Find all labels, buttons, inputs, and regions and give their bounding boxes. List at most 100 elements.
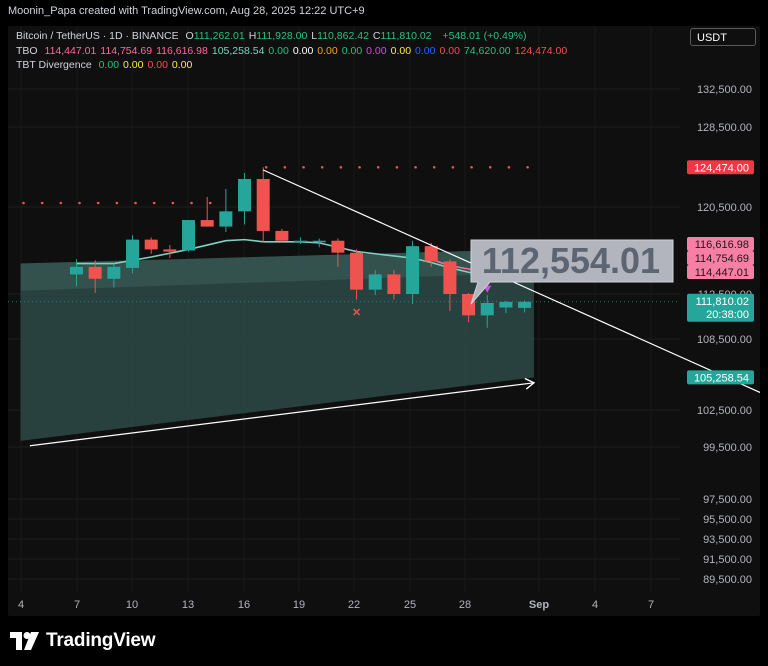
ichimoku-cloud [20, 249, 534, 441]
resistance-dot [283, 165, 287, 169]
ohlc-label-c: C [372, 30, 381, 42]
divergence-values: 0.00 0.00 0.00 0.00 [99, 59, 197, 71]
tbo-value: 114,754.69 [100, 45, 153, 57]
resistance-dot [358, 165, 361, 169]
x-tick-label: 4 [18, 599, 24, 611]
price-axis-label: 116,616.98 [695, 239, 749, 251]
price-callout: 112,554.01 [470, 239, 674, 305]
ohlc-label-h: H [248, 30, 257, 42]
divergence-value: 0.00 [171, 59, 193, 71]
divergence-value: 0.00 [123, 59, 144, 71]
y-tick-label: 108,500.00 [697, 334, 752, 346]
x-tick-label: 7 [74, 599, 80, 611]
callout-price: 112,554.01 [482, 240, 660, 281]
x-tick-label: 7 [648, 599, 654, 611]
resistance-dot [208, 201, 212, 205]
candle-down [88, 266, 102, 279]
price-axis-label-bg [687, 251, 754, 265]
candle-down [144, 239, 158, 250]
candle-down [443, 261, 457, 294]
tbo-value: 114,447.01 [44, 45, 97, 57]
sell-signal-cross [353, 308, 361, 316]
tradingview-logo-icon [10, 632, 39, 650]
candle-up [182, 220, 196, 251]
divergence-legend[interactable]: TBT Divergence 0.00 0.00 0.00 0.00 [16, 59, 200, 71]
tbo-name[interactable]: TBO [16, 45, 38, 57]
change-value: +548.01 (+0.49%) [442, 30, 527, 42]
candle-up [368, 274, 382, 290]
candle-up [406, 246, 420, 294]
resistance-dot [526, 165, 529, 169]
y-tick-label: 91,500.00 [703, 554, 752, 566]
currency-button[interactable]: USDT [690, 28, 756, 46]
candle-down [424, 246, 438, 262]
x-tick-label: 22 [348, 599, 360, 611]
ascending-trendline [29, 382, 534, 447]
tbo-value: 0.00 [415, 45, 436, 57]
chart-panel[interactable]: 112,554.01 132,500.00 128,500.00 120,500.00… [8, 26, 760, 616]
price-axis-label: 124,474.00 [694, 162, 749, 174]
price-axis-label-bg [687, 265, 754, 279]
candle-up [126, 239, 140, 268]
divergence-name[interactable]: TBT Divergence [16, 59, 92, 71]
price-axis-label-bg [687, 237, 754, 251]
candle-down [387, 274, 401, 294]
symbol-legend[interactable]: Bitcoin / TetherUS · 1D · BINANCE O111,2… [16, 30, 531, 42]
y-tick-label: 99,500.00 [703, 442, 752, 454]
tbo-value: 0.00 [366, 45, 387, 57]
y-tick-label: 132,500.00 [697, 84, 752, 96]
candle-up [480, 303, 494, 316]
tbo-value: 0.00 [341, 45, 363, 57]
candle-down [275, 230, 289, 241]
price-axis-label-bg [687, 370, 754, 385]
candle-up [70, 266, 84, 275]
ohlc-label-l: L [311, 30, 318, 42]
tbo-value: 116,616.98 [156, 45, 208, 57]
resistance-dot [507, 165, 511, 169]
y-tick-label: 97,500.00 [703, 494, 752, 506]
candle-up [312, 240, 326, 243]
price-axis-label: 114,447.01 [695, 267, 749, 279]
arrow-head [524, 377, 536, 390]
tbo-value: 74,620.00 [463, 45, 511, 57]
symbol-name[interactable]: Bitcoin / TetherUS · 1D · BINANCE [16, 30, 179, 42]
y-tick-label: 120,500.00 [697, 202, 752, 214]
tbo-value: 0.00 [390, 45, 412, 57]
candle-down [256, 179, 270, 231]
tbo-value: 0.00 [268, 45, 289, 57]
divergence-value: 0.00 [98, 59, 120, 71]
resistance-dot [40, 201, 44, 205]
candle-up [219, 211, 233, 227]
ohlc-value-o: 111,262.01 [193, 30, 245, 42]
tbo-value: 0.00 [292, 45, 314, 57]
resistance-dot [59, 201, 63, 205]
resistance-dot [451, 165, 455, 169]
price-chart[interactable]: 112,554.01 132,500.00 128,500.00 120,500.00… [8, 26, 760, 616]
ohlc-value-l: 110,862.42 [317, 30, 369, 42]
resistance-dot [171, 201, 175, 205]
candle-up [499, 301, 513, 308]
x-tick-label: 10 [126, 599, 138, 611]
price-axis-label-bg [687, 293, 754, 322]
candle-down [163, 249, 177, 252]
candle-down [350, 252, 364, 290]
tbo-value: 0.00 [439, 45, 460, 57]
ohlc-value-h: 111,928.00 [256, 30, 308, 42]
resistance-dot [470, 165, 473, 169]
ohlc-value-c: 111,810.02 [380, 30, 432, 42]
price-axis-label-bg [687, 160, 754, 175]
tradingview-logo[interactable]: TradingView [10, 630, 156, 652]
candle-up [518, 301, 532, 308]
candle-down [200, 220, 214, 227]
y-tick-label: 128,500.00 [697, 122, 752, 134]
resistance-dot [78, 201, 81, 205]
ohlc-values: O111,262.01 H111,928.00 L110,862.42 C111,81… [186, 30, 436, 42]
resistance-dot [432, 165, 436, 169]
tbo-legend[interactable]: TBO 114,447.01 114,754.69 116,616.98 105,25… [16, 45, 575, 57]
ohlc-label-o: O [185, 30, 194, 42]
cloud-upper-band [20, 249, 534, 291]
resistance-dot [152, 201, 156, 205]
y-tick-label: 102,500.00 [697, 405, 752, 417]
y-tick-label: 93,500.00 [703, 534, 752, 546]
